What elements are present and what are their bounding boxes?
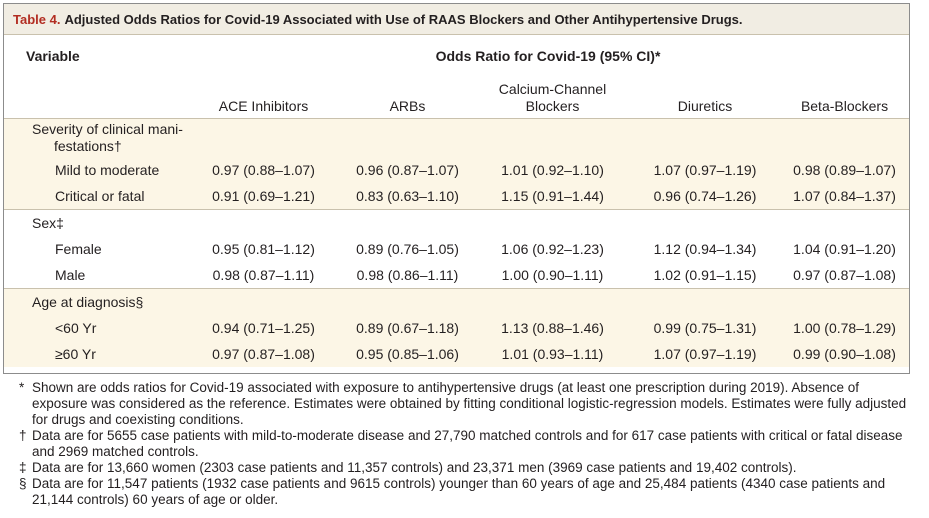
cell-value: 1.01 (0.93–1.11): [475, 341, 630, 367]
cell-value: 0.98 (0.87–1.11): [212, 267, 315, 283]
cell-value: 0.96 (0.87–1.07): [340, 157, 475, 183]
section-row-sex: Sex‡: [4, 209, 910, 236]
cell-value: 1.07 (0.97–1.19): [630, 157, 780, 183]
column-header-ccb-line1: Calcium-Channel: [498, 81, 607, 97]
cell-value: 0.99 (0.90–1.08): [780, 341, 910, 367]
cell-value: 0.94 (0.71–1.25): [187, 315, 340, 341]
footnote-mark: ‡: [19, 460, 27, 475]
section-label-age: Age at diagnosis§: [4, 288, 910, 315]
cell-value: 1.02 (0.91–1.15): [653, 267, 757, 283]
cell-value: 0.99 (0.75–1.31): [630, 315, 780, 341]
cell-value: 1.00 (0.78–1.29): [780, 315, 910, 341]
cell-value: 0.98 (0.89–1.07): [780, 157, 910, 183]
footnote-section-sign: § Data are for 11,547 patients (1932 case…: [19, 476, 909, 508]
cell-value: 0.96 (0.74–1.26): [630, 183, 780, 210]
cell-value: 1.04 (0.91–1.20): [793, 241, 896, 257]
footnote-text: Data are for 13,660 women (2303 case pat…: [32, 460, 797, 475]
row-label: Female: [55, 241, 102, 257]
header-empty-cell: [4, 77, 187, 119]
column-header-ace-inhibitors: ACE Inhibitors: [187, 77, 340, 119]
table-row: Mild to moderate 0.97 (0.88–1.07) 0.96 (…: [4, 157, 910, 183]
table-row: Female 0.95 (0.81–1.12) 0.89 (0.76–1.05)…: [4, 236, 909, 262]
cell-value: 1.06 (0.92–1.23): [501, 241, 604, 257]
cell-value: 1.12 (0.94–1.34): [653, 241, 757, 257]
cell-value: 1.00 (0.90–1.11): [501, 267, 604, 283]
header-row-2: ACE Inhibitors ARBs Calcium-Channel Block…: [4, 77, 910, 119]
section-label-severity: Severity of clinical mani-festations†: [4, 118, 910, 157]
footnotes: * Shown are odds ratios for Covid-19 asso…: [19, 380, 909, 508]
column-header-calcium-channel-blockers: Calcium-Channel Blockers: [475, 77, 630, 119]
cell-value: 1.07 (0.97–1.19): [630, 341, 780, 367]
cell-value: 0.83 (0.63–1.10): [340, 183, 475, 210]
cell-value: 0.89 (0.76–1.05): [356, 241, 459, 257]
cell-value: 0.97 (0.88–1.07): [187, 157, 340, 183]
table-row: Critical or fatal 0.91 (0.69–1.21) 0.83 …: [4, 183, 910, 210]
cell-value: 0.98 (0.86–1.11): [356, 267, 459, 283]
footnote-text: Shown are odds ratios for Covid-19 assoc…: [32, 380, 907, 427]
table-title-bar: Table 4. Adjusted Odds Ratios for Covid-…: [4, 4, 909, 35]
column-header-ccb-line2: Blockers: [525, 98, 580, 114]
row-label: Male: [55, 267, 86, 283]
cell-value: 1.01 (0.92–1.10): [475, 157, 630, 183]
header-row-1: Variable Odds Ratio for Covid-19 (95% CI…: [4, 35, 909, 77]
odds-ratio-table: Variable Odds Ratio for Covid-19 (95% CI…: [4, 35, 910, 367]
cell-value: 0.97 (0.87–1.08): [793, 267, 896, 283]
group-header: Odds Ratio for Covid-19 (95% CI)*: [435, 48, 661, 64]
table-row: ≥60 Yr 0.97 (0.87–1.08) 0.95 (0.85–1.06)…: [4, 341, 910, 367]
cell-value: 1.15 (0.91–1.44): [475, 183, 630, 210]
row-label: Mild to moderate: [4, 157, 187, 183]
cell-value: 0.95 (0.85–1.06): [340, 341, 475, 367]
table-row: Male 0.98 (0.87–1.11) 0.98 (0.86–1.11) 1…: [4, 262, 909, 289]
table-frame: Table 4. Adjusted Odds Ratios for Covid-…: [3, 3, 910, 374]
cell-value: 0.97 (0.87–1.08): [187, 341, 340, 367]
cell-value: 0.91 (0.69–1.21): [187, 183, 340, 210]
section-row-severity: Severity of clinical mani-festations†: [4, 118, 910, 157]
section-row-age: Age at diagnosis§: [4, 288, 910, 315]
section-label-sex: Sex‡: [4, 209, 910, 236]
footnote-mark: *: [19, 380, 25, 395]
cell-value: 1.13 (0.88–1.46): [475, 315, 630, 341]
footnote-text: Data are for 11,547 patients (1932 case …: [32, 476, 886, 507]
row-label: ≥60 Yr: [4, 341, 187, 367]
footnote-text: Data are for 5655 case patients with mil…: [32, 428, 903, 459]
cell-value: 1.07 (0.84–1.37): [780, 183, 910, 210]
footnote-asterisk: * Shown are odds ratios for Covid-19 asso…: [19, 380, 909, 428]
row-label: <60 Yr: [4, 315, 187, 341]
table-row: <60 Yr 0.94 (0.71–1.25) 0.89 (0.67–1.18)…: [4, 315, 910, 341]
row-label: Critical or fatal: [4, 183, 187, 210]
column-header-arbs: ARBs: [340, 77, 475, 119]
column-header-beta-blockers: Beta-Blockers: [780, 77, 910, 119]
footnote-mark: †: [19, 428, 27, 443]
footnote-mark: §: [19, 476, 27, 491]
section-label-severity-line2: festations†: [54, 138, 122, 154]
table-title: Adjusted Odds Ratios for Covid-19 Associ…: [64, 11, 743, 27]
table-label: Table 4.: [13, 11, 61, 27]
cell-value: 0.89 (0.67–1.18): [340, 315, 475, 341]
footnote-dagger: † Data are for 5655 case patients with mi…: [19, 428, 909, 460]
footnote-double-dagger: ‡ Data are for 13,660 women (2303 case pa…: [19, 460, 909, 476]
cell-value: 0.95 (0.81–1.12): [212, 241, 315, 257]
variable-header: Variable: [26, 48, 80, 64]
column-header-diuretics: Diuretics: [630, 77, 780, 119]
section-label-severity-line1: Severity of clinical mani-: [32, 121, 183, 137]
